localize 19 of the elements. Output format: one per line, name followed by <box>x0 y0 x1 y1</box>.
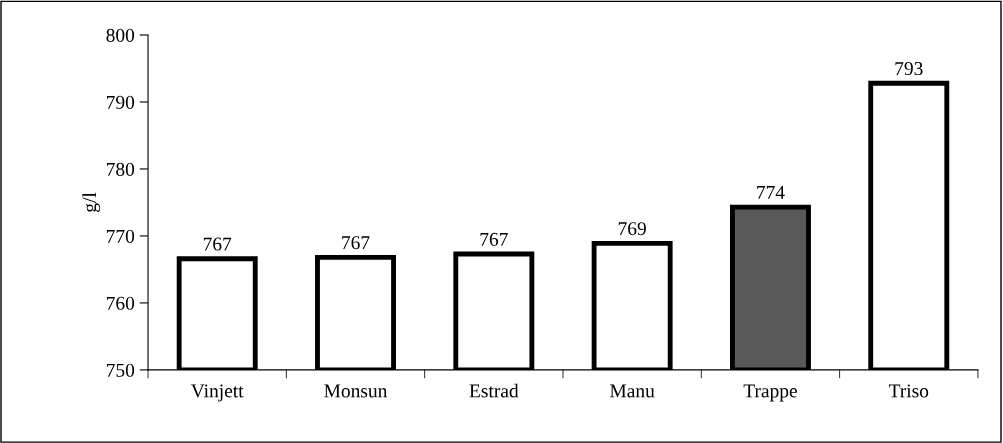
data-label: 774 <box>757 186 785 199</box>
y-tick-label: 780 <box>106 162 135 176</box>
data-label: 767 <box>342 236 370 250</box>
data-label: 767 <box>203 237 232 251</box>
x-tick-label: Estrad <box>469 383 519 398</box>
x-tick-label: Monsun <box>324 384 388 398</box>
data-label: 793 <box>895 62 923 76</box>
y-tick-label: 800 <box>106 28 135 42</box>
y-tick-label: 770 <box>106 229 135 243</box>
y-axis-title: g/l <box>82 192 101 212</box>
data-label: 769 <box>618 222 646 236</box>
data-label: 767 <box>480 232 508 246</box>
x-tick-label: Trappe <box>743 384 797 402</box>
y-tick-label: 750 <box>106 363 135 377</box>
y-tick-label: 760 <box>106 296 135 310</box>
x-tick-label: Triso <box>888 384 929 398</box>
y-tick-label: 790 <box>106 95 135 109</box>
x-tick-label: Manu <box>610 384 655 398</box>
x-tick-label: Vinjett <box>191 384 244 402</box>
